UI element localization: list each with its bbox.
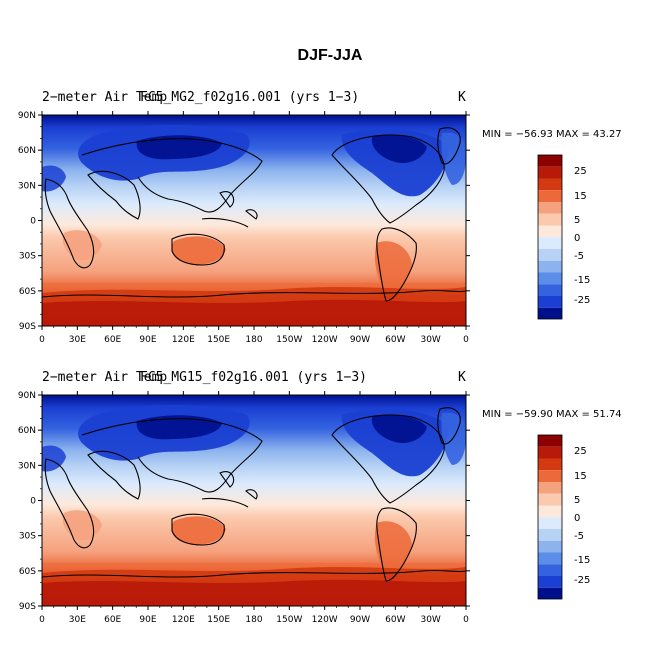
temperature-field [41, 394, 467, 607]
lon-tick-label: 0 [39, 335, 45, 345]
colorbar-label: 5 [574, 215, 580, 226]
lon-tick-label: 60W [385, 335, 405, 345]
lon-tick-label: 180 [245, 615, 262, 625]
lon-tick-label: 150W [276, 335, 302, 345]
lat-tick-label: 60N [18, 426, 36, 436]
lat-tick-label: 30S [19, 532, 36, 542]
panel-center-title: FC5_MG15_f02g16.001 (yrs 1−3) [140, 370, 367, 385]
lon-tick-label: 90E [139, 335, 156, 345]
colorbar-label: -5 [574, 251, 584, 262]
panel-left-title: 2−meter Air Temp [42, 90, 167, 105]
lat-tick-label: 60S [19, 567, 36, 577]
colorbar-label: -15 [574, 275, 590, 286]
colorbar: 25 15 5 0 -5 -15 -25 [537, 154, 590, 320]
lat-tick-label: 90N [18, 391, 36, 401]
lon-tick-label: 60W [385, 615, 405, 625]
lon-tick-label: 120E [172, 615, 195, 625]
lat-tick-label: 0 [30, 497, 36, 507]
colorbar-label: -5 [574, 531, 584, 542]
colorbar-label: 0 [574, 233, 580, 244]
lat-tick-label: 0 [30, 217, 36, 227]
lon-tick-label: 90W [350, 335, 370, 345]
lon-tick-label: 150W [276, 615, 302, 625]
lon-tick-label: 150E [207, 335, 230, 345]
lon-tick-label: 30E [69, 615, 86, 625]
lon-tick-label: 0 [463, 335, 469, 345]
lon-tick-label: 30W [420, 335, 440, 345]
lon-tick-label: 120E [172, 335, 195, 345]
lat-tick-label: 30N [18, 461, 36, 471]
lon-tick-label: 90E [139, 615, 156, 625]
colorbar-label: 15 [574, 191, 587, 202]
colorbar-label: 15 [574, 471, 587, 482]
lon-tick-label: 150E [207, 615, 230, 625]
colorbar-label: 5 [574, 495, 580, 506]
lat-tick-label: 90S [19, 602, 36, 612]
lat-tick-label: 90S [19, 322, 36, 332]
colorbar-label: -25 [574, 575, 590, 586]
panel-left-title: 2−meter Air Temp [42, 370, 167, 385]
min-max-readout: MIN = −56.93 MAX = 43.27 [482, 129, 622, 140]
lon-tick-label: 0 [463, 615, 469, 625]
panel-units: K [458, 370, 466, 385]
colorbar-swatches [537, 154, 563, 320]
lon-tick-label: 180 [245, 335, 262, 345]
lon-tick-label: 90W [350, 615, 370, 625]
lon-tick-label: 120W [312, 615, 338, 625]
lat-tick-label: 60S [19, 287, 36, 297]
main-title: DJF-JJA [298, 47, 363, 64]
colorbar-swatches [537, 434, 563, 600]
colorbar-label: 0 [574, 513, 580, 524]
lon-tick-label: 60E [104, 615, 121, 625]
colorbar-label: -15 [574, 555, 590, 566]
panel-units: K [458, 90, 466, 105]
lon-tick-label: 30E [69, 335, 86, 345]
colorbar: 25 15 5 0 -5 -15 -25 [537, 434, 590, 600]
panel-center-title: FC5_MG2_f02g16.001 (yrs 1−3) [140, 90, 359, 105]
colorbar-label: -25 [574, 295, 590, 306]
lon-tick-label: 30W [420, 615, 440, 625]
lat-tick-label: 30N [18, 181, 36, 191]
lon-tick-label: 60E [104, 335, 121, 345]
lat-tick-label: 90N [18, 111, 36, 121]
lat-tick-label: 60N [18, 146, 36, 156]
temperature-field [41, 114, 467, 327]
lon-tick-label: 120W [312, 335, 338, 345]
lat-tick-label: 30S [19, 252, 36, 262]
colorbar-label: 25 [574, 446, 587, 457]
min-max-readout: MIN = −59.90 MAX = 51.74 [482, 409, 622, 420]
colorbar-label: 25 [574, 166, 587, 177]
lon-tick-label: 0 [39, 615, 45, 625]
